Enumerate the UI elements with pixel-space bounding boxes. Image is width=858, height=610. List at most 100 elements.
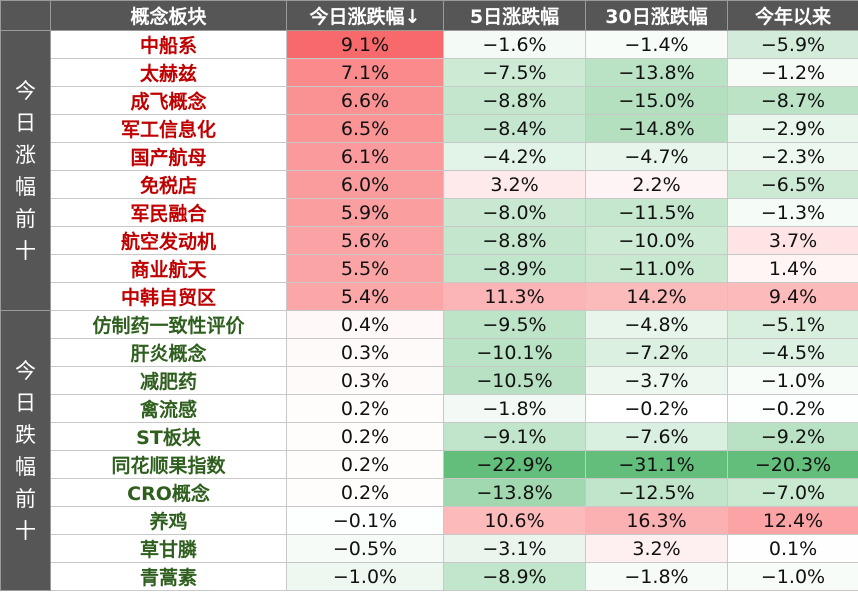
sector-name-cell[interactable]: ST板块	[50, 422, 287, 451]
five-day-change-cell: −10.5%	[443, 366, 586, 395]
sector-performance-table: 概念板块 今日涨跌幅↓ 5日涨跌幅 30日涨跌幅 今年以来 今日涨幅前十中船系 9…	[0, 0, 858, 591]
table-row: 养鸡 −0.1% 10.6% 16.3% 12.4%	[1, 506, 858, 535]
sector-name-cell[interactable]: 太赫兹	[50, 58, 287, 87]
sector-name-cell[interactable]: 中船系	[50, 30, 287, 59]
sector-name-cell[interactable]: 成飞概念	[50, 86, 287, 115]
today-change-cell: 0.3%	[286, 366, 444, 395]
table-row: 军工信息化 6.5% −8.4% −14.8% −2.9%	[1, 114, 858, 143]
table-row: 商业航天 5.5% −8.9% −11.0% 1.4%	[1, 254, 858, 283]
sector-name-cell[interactable]: 军民融合	[50, 198, 287, 227]
header-corner	[0, 0, 51, 31]
sector-name-cell[interactable]: 草甘膦	[50, 534, 287, 563]
thirty-day-change-cell: −10.0%	[585, 226, 728, 255]
table-row: 军民融合 5.9% −8.0% −11.5% −1.3%	[1, 198, 858, 227]
table-row: 同花顺果指数 0.2% −22.9% −31.1% −20.3%	[1, 450, 858, 479]
five-day-change-cell: −13.8%	[443, 478, 586, 507]
table-row: 中韩自贸区 5.4% 11.3% 14.2% 9.4%	[1, 282, 858, 311]
ytd-change-cell: −1.0%	[727, 366, 858, 395]
sector-name-cell[interactable]: 减肥药	[50, 366, 287, 395]
today-change-cell: 5.9%	[286, 198, 444, 227]
today-change-cell: −0.1%	[286, 506, 444, 535]
thirty-day-change-cell: −3.7%	[585, 366, 728, 395]
table-body: 今日涨幅前十中船系 9.1% −1.6% −1.4% −5.9% 太赫兹 7.1% −7.5%…	[0, 30, 858, 591]
sector-name-cell[interactable]: 航空发动机	[50, 226, 287, 255]
header-ytd-change[interactable]: 今年以来	[727, 0, 858, 31]
thirty-day-change-cell: −14.8%	[585, 114, 728, 143]
thirty-day-change-cell: −31.1%	[585, 450, 728, 479]
thirty-day-change-cell: −7.6%	[585, 422, 728, 451]
ytd-change-cell: −5.9%	[727, 30, 858, 59]
header-concept[interactable]: 概念板块	[50, 0, 287, 31]
thirty-day-change-cell: 3.2%	[585, 534, 728, 563]
sector-name-cell[interactable]: 禽流感	[50, 394, 287, 423]
thirty-day-change-cell: −4.7%	[585, 142, 728, 171]
header-row: 概念板块 今日涨跌幅↓ 5日涨跌幅 30日涨跌幅 今年以来	[0, 0, 858, 31]
table-row: 肝炎概念 0.3% −10.1% −7.2% −4.5%	[1, 338, 858, 367]
sector-name-cell[interactable]: 国产航母	[50, 142, 287, 171]
sector-name-cell[interactable]: 肝炎概念	[50, 338, 287, 367]
sector-name-cell[interactable]: 同花顺果指数	[50, 450, 287, 479]
sector-name-cell[interactable]: 商业航天	[50, 254, 287, 283]
five-day-change-cell: −9.1%	[443, 422, 586, 451]
five-day-change-cell: −4.2%	[443, 142, 586, 171]
sector-name-cell[interactable]: 军工信息化	[50, 114, 287, 143]
sector-name-cell[interactable]: 养鸡	[50, 506, 287, 535]
ytd-change-cell: −8.7%	[727, 86, 858, 115]
five-day-change-cell: −7.5%	[443, 58, 586, 87]
table-row: 青蒿素 −1.0% −8.9% −1.8% −1.0%	[1, 562, 858, 591]
table-row: 今日涨幅前十中船系 9.1% −1.6% −1.4% −5.9%	[0, 30, 858, 311]
today-change-cell: 0.2%	[286, 450, 444, 479]
ytd-change-cell: 12.4%	[727, 506, 858, 535]
thirty-day-change-cell: −11.5%	[585, 198, 728, 227]
sector-name-cell[interactable]: 青蒿素	[50, 562, 287, 591]
today-change-cell: −1.0%	[286, 562, 444, 591]
thirty-day-change-cell: −11.0%	[585, 254, 728, 283]
today-change-cell: 0.2%	[286, 422, 444, 451]
ytd-change-cell: −2.9%	[727, 114, 858, 143]
today-change-cell: 5.4%	[286, 282, 444, 311]
ytd-change-cell: −9.2%	[727, 422, 858, 451]
thirty-day-change-cell: 2.2%	[585, 170, 728, 199]
five-day-change-cell: 10.6%	[443, 506, 586, 535]
today-change-cell: 5.5%	[286, 254, 444, 283]
table-row: 今日跌幅前十仿制药一致性评价 0.4% −9.5% −4.8% −5.1%	[0, 310, 858, 591]
thirty-day-change-cell: −1.4%	[585, 30, 728, 59]
today-change-cell: −0.5%	[286, 534, 444, 563]
five-day-change-cell: −22.9%	[443, 450, 586, 479]
five-day-change-cell: −8.0%	[443, 198, 586, 227]
group-label-top-losers: 今日跌幅前十	[0, 310, 51, 591]
table-row: 免税店 6.0% 3.2% 2.2% −6.5%	[1, 170, 858, 199]
thirty-day-change-cell: −15.0%	[585, 86, 728, 115]
table-row: 太赫兹 7.1% −7.5% −13.8% −1.2%	[1, 58, 858, 87]
header-5day-change[interactable]: 5日涨跌幅	[443, 0, 586, 31]
header-today-change[interactable]: 今日涨跌幅↓	[286, 0, 444, 31]
today-change-cell: 6.6%	[286, 86, 444, 115]
today-change-cell: 6.0%	[286, 170, 444, 199]
thirty-day-change-cell: −4.8%	[585, 310, 728, 339]
today-change-cell: 6.1%	[286, 142, 444, 171]
thirty-day-change-cell: −13.8%	[585, 58, 728, 87]
today-change-cell: 0.4%	[286, 310, 444, 339]
sector-name-cell[interactable]: 免税店	[50, 170, 287, 199]
table-row: 国产航母 6.1% −4.2% −4.7% −2.3%	[1, 142, 858, 171]
ytd-change-cell: −7.0%	[727, 478, 858, 507]
five-day-change-cell: 11.3%	[443, 282, 586, 311]
thirty-day-change-cell: 14.2%	[585, 282, 728, 311]
five-day-change-cell: −9.5%	[443, 310, 586, 339]
today-change-cell: 0.2%	[286, 394, 444, 423]
header-30day-change[interactable]: 30日涨跌幅	[585, 0, 728, 31]
five-day-change-cell: 3.2%	[443, 170, 586, 199]
table-row: 成飞概念 6.6% −8.8% −15.0% −8.7%	[1, 86, 858, 115]
today-change-cell: 7.1%	[286, 58, 444, 87]
ytd-change-cell: 0.1%	[727, 534, 858, 563]
sector-name-cell[interactable]: 中韩自贸区	[50, 282, 287, 311]
sector-name-cell[interactable]: 仿制药一致性评价	[50, 310, 287, 339]
today-change-cell: 6.5%	[286, 114, 444, 143]
sector-name-cell[interactable]: CRO概念	[50, 478, 287, 507]
ytd-change-cell: 9.4%	[727, 282, 858, 311]
thirty-day-change-cell: −0.2%	[585, 394, 728, 423]
today-change-cell: 9.1%	[286, 30, 444, 59]
thirty-day-change-cell: 16.3%	[585, 506, 728, 535]
table-row: 减肥药 0.3% −10.5% −3.7% −1.0%	[1, 366, 858, 395]
today-change-cell: 5.6%	[286, 226, 444, 255]
